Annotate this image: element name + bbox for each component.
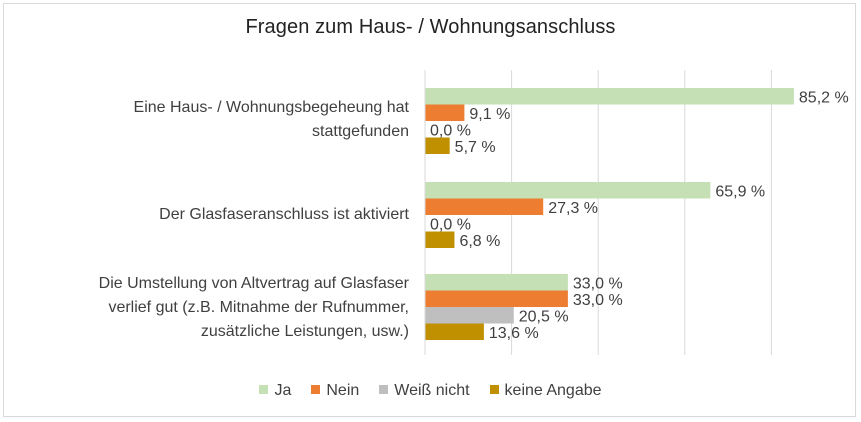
data-label-weiß-nicht-cat1: 0,0 %	[430, 216, 471, 233]
bar-keine-angabe-cat1	[425, 231, 455, 248]
data-label-weiß-nicht-cat0: 0,0 %	[430, 122, 471, 139]
category-label-2-line-1: Die Umstellung von Altvertrag auf Glasfa…	[98, 275, 409, 292]
data-label-ja-cat0: 85,2 %	[799, 89, 849, 106]
data-label-weiß-nicht-cat2: 20,5 %	[519, 308, 569, 325]
legend-swatch	[311, 385, 321, 394]
legend-label: Nein	[326, 382, 360, 399]
data-label-nein-cat2: 33,0 %	[573, 292, 623, 309]
category-label-1-line-1: Der Glasfaseranschluss ist aktiviert	[159, 206, 409, 223]
chart-title: Fragen zum Haus- / Wohnungsanschluss	[245, 16, 616, 38]
data-label-keine-angabe-cat0: 5,7 %	[455, 139, 496, 156]
legend-swatch	[489, 385, 499, 394]
bar-nein-cat0	[425, 104, 465, 121]
bar-nein-cat2	[425, 290, 568, 307]
data-label-nein-cat1: 27,3 %	[548, 200, 598, 217]
data-label-nein-cat0: 9,1 %	[469, 106, 510, 123]
data-label-keine-angabe-cat1: 6,8 %	[459, 233, 500, 250]
legend-label: Weiß nicht	[394, 382, 470, 399]
bar-keine-angabe-cat0	[425, 137, 450, 154]
legend: Ja Nein Weiß nicht keine Angabe	[0, 382, 861, 400]
category-label-0-line-1: Eine Haus- / Wohnungsbegeheung hat	[133, 99, 409, 116]
legend-item-keine-angabe: keine Angabe	[489, 382, 602, 400]
bar-ja-cat0	[425, 88, 794, 105]
category-label-2-line-2: verlief gut (z.B. Mitnahme der Rufnummer…	[108, 299, 409, 316]
legend-item-nein: Nein	[311, 382, 359, 400]
bar-keine-angabe-cat2	[425, 323, 484, 340]
data-label-ja-cat2: 33,0 %	[573, 275, 623, 292]
legend-swatch	[379, 385, 389, 394]
legend-label: Ja	[274, 382, 292, 399]
data-label-ja-cat1: 65,9 %	[715, 183, 765, 200]
category-label-0-line-2: stattgefunden	[312, 123, 409, 140]
legend-label: keine Angabe	[504, 382, 602, 399]
bar-nein-cat1	[425, 198, 544, 215]
legend-swatch	[259, 385, 269, 394]
category-label-2-line-3: zusätzliche Leistungen, usw.)	[200, 323, 409, 340]
category-label-1: Der Glasfaseranschluss ist aktiviert	[9, 203, 409, 227]
category-label-2: Die Umstellung von Altvertrag auf Glasfa…	[9, 272, 409, 344]
bar-ja-cat1	[425, 182, 711, 199]
category-label-0: Eine Haus- / Wohnungsbegeheung hat statt…	[9, 96, 409, 144]
data-label-keine-angabe-cat2: 13,6 %	[489, 325, 539, 342]
bar-ja-cat2	[425, 274, 568, 291]
legend-item-ja: Ja	[259, 382, 291, 400]
bar-weiß-nicht-cat2	[425, 307, 514, 324]
legend-item-weiß-nicht: Weiß nicht	[379, 382, 470, 400]
